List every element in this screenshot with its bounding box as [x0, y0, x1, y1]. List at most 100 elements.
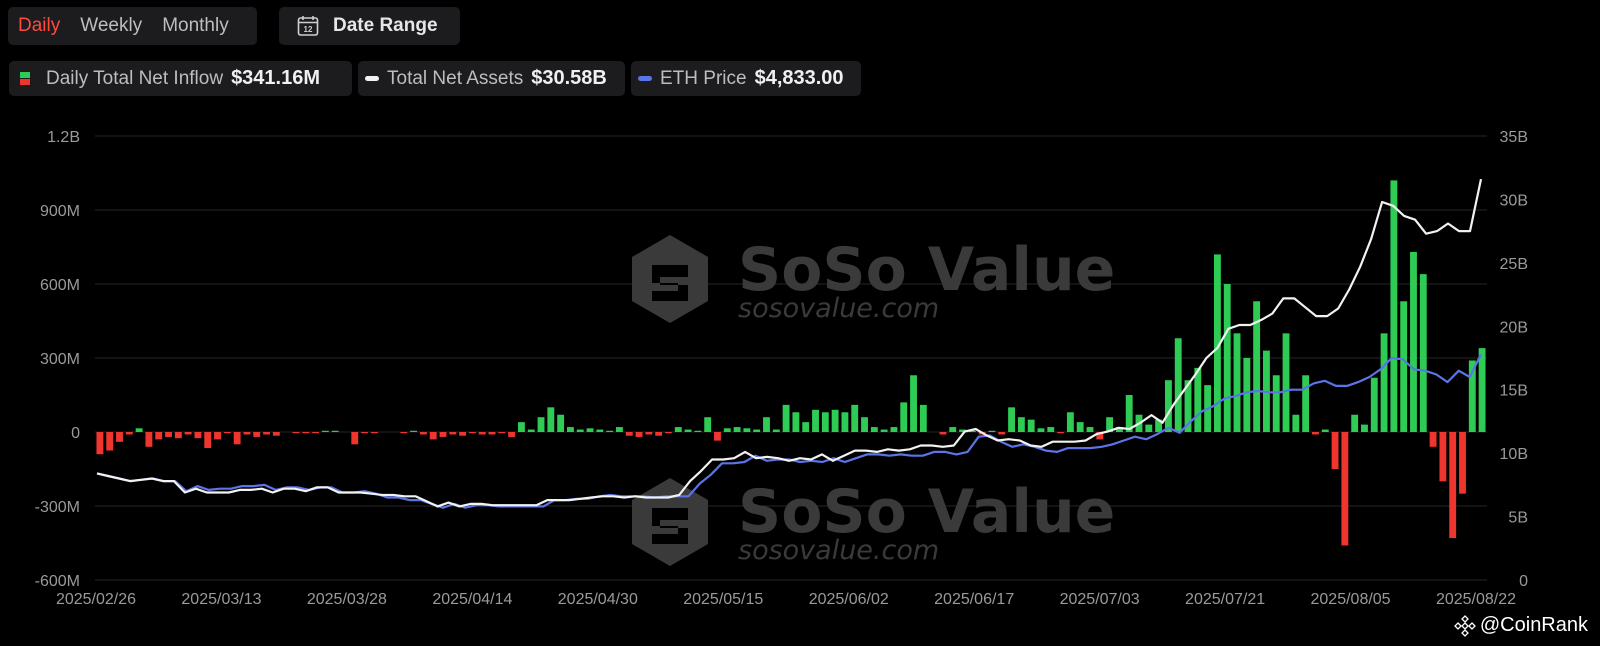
x-tick-label: 2025/05/15	[683, 591, 763, 608]
inflow-bar	[253, 432, 261, 437]
inflow-bar	[851, 404, 859, 432]
y-right-tick-label: 10B	[1500, 446, 1528, 463]
inflow-bar	[586, 428, 594, 432]
inflow-bar	[1370, 377, 1378, 432]
inflow-bar	[606, 430, 614, 432]
inflow-bar	[1017, 417, 1025, 432]
y-left-tick-label: 0	[71, 425, 80, 442]
inflow-bar	[370, 432, 378, 434]
x-tick-label: 2025/04/14	[432, 591, 512, 608]
tab-monthly[interactable]: Monthly	[162, 15, 229, 36]
tab-daily[interactable]: Daily	[18, 15, 61, 36]
inflow-bar	[968, 430, 976, 432]
inflow-bar	[988, 430, 996, 432]
inflow-bar	[1115, 427, 1123, 432]
inflow-bar	[1027, 419, 1035, 432]
inflow-bar	[361, 432, 369, 434]
x-tick-label: 2025/08/05	[1311, 591, 1391, 608]
inflow-bar	[1106, 417, 1114, 432]
inflow-bar	[292, 432, 300, 434]
inflow-bar	[1047, 427, 1055, 432]
inflow-bar	[1233, 333, 1241, 432]
inflow-bar	[547, 407, 555, 432]
inflow-bar	[655, 432, 663, 436]
inflow-bar	[1253, 301, 1261, 432]
inflow-bar	[949, 427, 957, 432]
svg-text:12: 12	[304, 25, 313, 34]
inflow-bar	[1008, 407, 1015, 432]
inflow-bar	[478, 432, 486, 435]
x-tick-label: 2025/04/30	[558, 591, 638, 608]
y-right-tick-label: 0	[1519, 573, 1528, 590]
inflow-bar	[1096, 432, 1104, 440]
inflow-bar	[1429, 432, 1437, 447]
watermark-url: sosovalue.com	[738, 293, 939, 324]
inflow-bar	[96, 432, 104, 455]
inflow-bar	[714, 432, 721, 441]
inflow-bar	[733, 427, 741, 432]
y-left-tick-label: 600M	[40, 277, 80, 294]
inflow-bar	[1037, 428, 1045, 432]
inflow-bar	[802, 422, 810, 432]
legend-assets[interactable]: Total Net Assets $30.58B	[358, 61, 625, 96]
y-left-tick-label: -300M	[35, 499, 80, 516]
x-tick-label: 2025/06/17	[934, 591, 1014, 608]
watermark-name: SoSo Value	[738, 235, 1115, 305]
inflow-bar	[625, 432, 633, 436]
inflow-bar	[1272, 375, 1280, 432]
inflow-bar	[537, 417, 545, 432]
inflow-bar	[1449, 432, 1457, 539]
inflow-bar	[753, 429, 761, 432]
inflow-bar	[576, 429, 584, 432]
inflow-bar	[1439, 432, 1447, 482]
inflow-bar	[919, 404, 927, 432]
x-tick-label: 2025/03/28	[307, 591, 387, 608]
inflow-bar	[321, 430, 329, 432]
inflow-bar	[1194, 367, 1202, 432]
y-right-tick-label: 20B	[1500, 319, 1528, 336]
inflow-bar	[194, 432, 202, 439]
coinrank-logo-icon	[1453, 614, 1476, 637]
inflow-bar	[527, 429, 535, 432]
inflow-bar	[1419, 274, 1427, 432]
y-right-tick-label: 30B	[1500, 192, 1528, 209]
inflow-bar	[1174, 338, 1182, 432]
inflow-bar	[410, 430, 418, 432]
inflow-bar	[488, 432, 496, 435]
inflow-bar	[704, 417, 712, 432]
credit-text: @CoinRank	[1479, 614, 1588, 636]
inflow-bar	[135, 428, 143, 432]
credit: @CoinRank	[1453, 614, 1588, 637]
inflow-bar	[1125, 395, 1133, 432]
inflow-bar	[165, 432, 172, 437]
inflow-bar	[1361, 424, 1368, 432]
inflow-bar	[684, 429, 692, 432]
inflow-bar	[223, 432, 231, 434]
legend-eth[interactable]: ETH Price $4,833.00	[631, 61, 861, 96]
y-right-tick-label: 15B	[1500, 383, 1528, 400]
x-tick-label: 2025/07/21	[1185, 591, 1265, 608]
date-range-button[interactable]: 12 Date Range	[279, 7, 460, 45]
inflow-bar	[243, 432, 251, 435]
inflow-bar	[812, 409, 819, 432]
eth-swatch-icon	[638, 76, 652, 81]
inflow-bar	[782, 404, 790, 432]
inflow-bar	[743, 428, 751, 432]
inflow-bar	[400, 432, 408, 434]
inflow-bar	[616, 427, 623, 432]
inflow-bar	[1400, 301, 1408, 432]
inflow-bar	[959, 429, 966, 432]
inflow-bar	[772, 429, 780, 432]
inflow-bar	[419, 432, 427, 435]
legend-inflow[interactable]: Daily Total Net Inflow $341.16M	[9, 61, 352, 96]
y-right-tick-label: 25B	[1500, 256, 1528, 273]
tab-weekly[interactable]: Weekly	[80, 15, 143, 36]
inflow-bar	[861, 417, 868, 432]
inflow-bar	[557, 414, 565, 432]
inflow-bar	[302, 432, 310, 434]
inflow-bar	[174, 432, 182, 439]
inflow-bar	[635, 432, 643, 437]
inflow-bar	[1478, 348, 1486, 432]
y-left-tick-label: 1.2B	[47, 129, 80, 146]
